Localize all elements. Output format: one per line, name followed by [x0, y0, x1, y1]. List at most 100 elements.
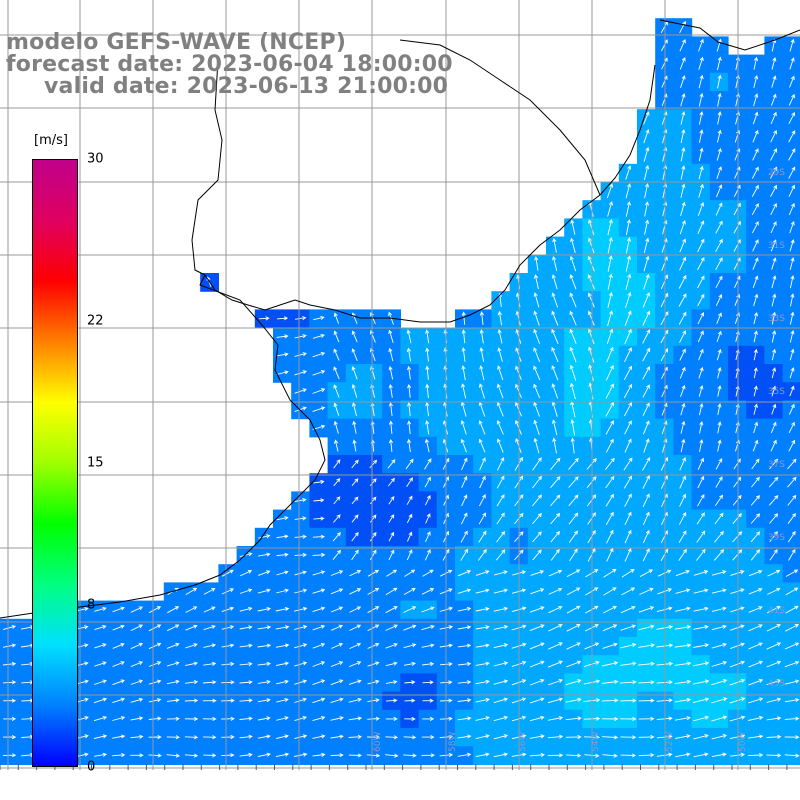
wind-vector: [602, 605, 618, 614]
wind-vector: [312, 697, 326, 704]
wind-vector: [638, 752, 655, 758]
wind-vector: [789, 385, 795, 397]
border-line: [191, 59, 223, 276]
wind-vector: [770, 421, 777, 434]
wind-vector: [716, 147, 722, 161]
wind-vector: [715, 184, 723, 198]
wind-vector: [789, 275, 795, 289]
colorbar-tick-label: 30: [87, 151, 104, 167]
wind-vector: [496, 530, 506, 543]
wind-vector: [276, 316, 289, 321]
wind-vector: [532, 531, 542, 543]
wind-vector: [642, 420, 650, 435]
wind-vector: [333, 420, 339, 434]
wind-vector: [788, 439, 796, 452]
wind-vector: [639, 587, 654, 595]
wind-vector: [697, 293, 705, 307]
wind-vector: [679, 457, 686, 471]
wind-vector: [623, 383, 632, 399]
wind-vector: [312, 643, 326, 649]
wind-vector: [388, 347, 394, 362]
wind-vector: [566, 569, 581, 577]
wind-vector: [93, 715, 108, 722]
wind-vector: [239, 606, 253, 612]
wind-vector: [332, 549, 341, 560]
wind-vector: [642, 347, 651, 362]
wind-vector: [3, 716, 17, 721]
wind-vector: [789, 38, 795, 52]
wind-vector: [693, 733, 709, 740]
wind-vector: [568, 494, 579, 507]
wind-vector: [620, 698, 637, 703]
wind-vector: [656, 643, 674, 648]
wind-vector: [642, 511, 650, 526]
wind-vector: [624, 402, 632, 417]
wind-vector: [239, 552, 253, 558]
wind-vector: [751, 458, 760, 470]
wind-vector: [184, 753, 199, 758]
wind-vector: [276, 516, 289, 521]
wind-vector: [565, 697, 582, 703]
wind-vector: [730, 624, 745, 631]
wind-vector: [461, 311, 466, 325]
wind-vector: [753, 348, 758, 361]
wind-vector: [638, 606, 655, 613]
wind-vector: [334, 439, 339, 452]
wind-vector: [479, 311, 484, 325]
wind-vector: [680, 438, 686, 453]
wind-vector: [479, 457, 486, 471]
wind-vector: [312, 588, 326, 594]
wind-vector: [403, 587, 416, 595]
wind-vector: [624, 347, 632, 362]
wind-vector: [548, 569, 563, 577]
wind-vector: [605, 438, 614, 453]
wind-vector: [785, 605, 799, 614]
wind-vector: [221, 716, 235, 721]
wind-vector: [333, 402, 340, 416]
wind-vector: [496, 420, 504, 435]
wind-vector: [605, 401, 614, 417]
wind-vector: [3, 698, 17, 703]
wind-vector: [620, 716, 637, 721]
wind-vector: [239, 643, 253, 648]
wind-vector: [294, 606, 308, 612]
wind-vector: [112, 642, 125, 649]
wind-vector: [729, 734, 746, 740]
wind-vector: [678, 548, 687, 561]
wind-vector: [717, 74, 722, 89]
wind-vector: [421, 735, 435, 740]
wind-vector: [76, 606, 89, 612]
wind-vector: [643, 111, 650, 125]
wind-vector: [94, 606, 107, 612]
grid-labels: 29S 31S 33S 35S 37S 39S 41S 43S 60W 58W 56W 54W 52W 5…: [373, 168, 785, 752]
wind-vector: [293, 624, 308, 630]
wind-vector: [620, 753, 637, 758]
wind-vector: [656, 734, 673, 739]
wind-vector: [768, 476, 779, 488]
wind-vector: [693, 715, 710, 722]
wind-vector: [330, 716, 344, 721]
wind-vector: [752, 111, 759, 125]
wind-vector: [294, 679, 308, 685]
wind-vector: [532, 494, 543, 507]
wind-vector: [202, 698, 217, 703]
wind-vector: [620, 642, 637, 649]
wind-vector: [130, 661, 144, 668]
wind-vector: [788, 166, 796, 179]
wind-vector: [202, 716, 217, 721]
wind-vector: [457, 716, 472, 721]
wind-vector: [624, 547, 632, 562]
wind-vector: [697, 312, 705, 325]
wind-vector: [569, 328, 577, 344]
wind-vector: [642, 384, 650, 398]
wind-vector: [330, 734, 344, 739]
wind-vector: [276, 716, 289, 721]
wind-vector: [221, 625, 235, 630]
wind-vector: [547, 660, 563, 668]
wind-vector: [607, 310, 614, 327]
wind-vector: [565, 679, 582, 686]
wind-vector: [788, 130, 796, 143]
valid-date: valid date: 2023-06-13 21:00:00: [44, 74, 449, 99]
coastline-east: [659, 19, 800, 51]
wind-vector: [367, 642, 380, 649]
